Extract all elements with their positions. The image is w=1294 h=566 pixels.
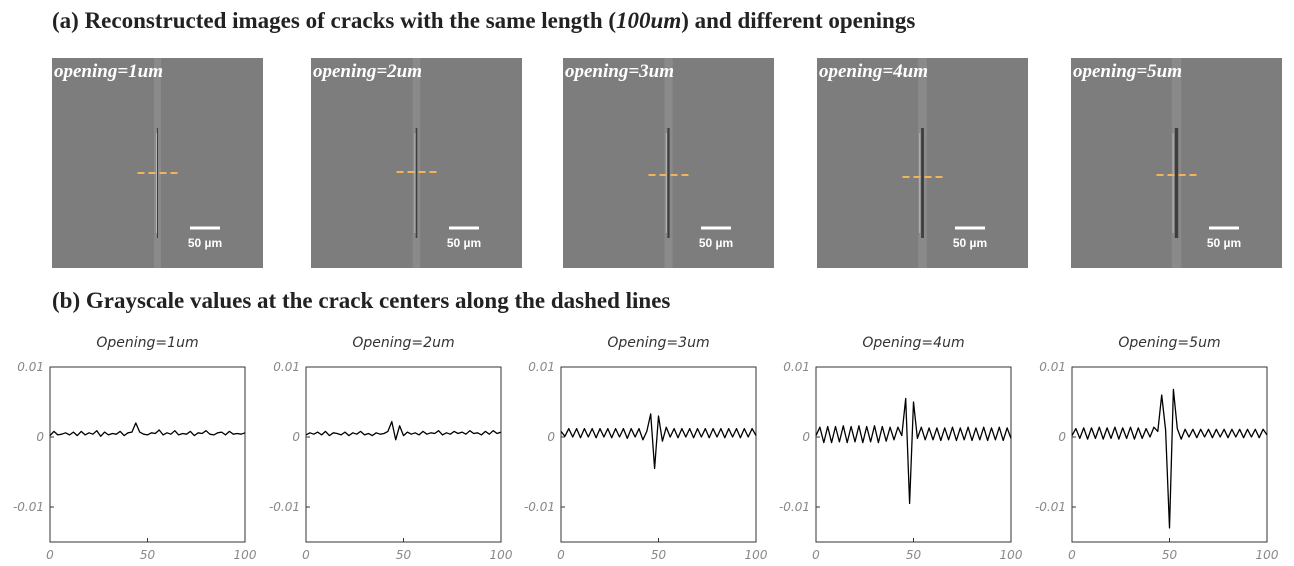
x-tick-label: 100 (745, 548, 768, 562)
x-tick-label: 50 (651, 548, 667, 562)
x-tick-label: 0 (812, 548, 820, 562)
chart-title: Opening=1um (96, 335, 198, 351)
chart-title: Opening=5um (1118, 335, 1220, 351)
plot-area (305, 366, 502, 543)
x-tick-label: 100 (1000, 548, 1023, 562)
scale-bar-label: 50 µm (953, 236, 987, 250)
chart-title: Opening=3um (607, 335, 709, 351)
plot-area (815, 366, 1012, 543)
x-tick-label: 100 (490, 548, 513, 562)
panel-label: opening=1um (54, 61, 163, 82)
plot-area (49, 366, 246, 543)
heading-b: (b) Grayscale values at the crack center… (52, 288, 670, 313)
y-tick-label: -0.01 (269, 500, 300, 514)
y-tick-label: 0.01 (273, 360, 300, 374)
data-line (305, 420, 502, 441)
y-tick-label: 0 (802, 430, 810, 444)
panel-label: opening=5um (1073, 61, 1182, 82)
y-tick-label: 0.01 (528, 360, 555, 374)
x-tick-label: 0 (46, 548, 54, 562)
y-tick-label: 0.01 (783, 360, 810, 374)
chart-title: Opening=4um (862, 335, 964, 351)
x-tick-label: 50 (396, 548, 412, 562)
heading-a: (a) Reconstructed images of cracks with … (52, 8, 915, 33)
scale-bar-label: 50 µm (699, 236, 733, 250)
x-tick-label: 0 (1068, 548, 1076, 562)
y-tick-label: -0.01 (779, 500, 810, 514)
panel-label: opening=4um (819, 61, 928, 82)
panel-label: opening=2um (313, 61, 422, 82)
heading-text: ) and different openings (681, 8, 915, 33)
chart-title: Opening=2um (352, 335, 454, 351)
y-tick-label: -0.01 (13, 500, 44, 514)
x-tick-label: 0 (557, 548, 565, 562)
y-tick-label: 0.01 (1039, 360, 1066, 374)
scale-bar-label: 50 µm (188, 236, 222, 250)
y-tick-label: -0.01 (524, 500, 555, 514)
y-tick-label: 0 (1058, 430, 1066, 444)
y-tick-label: 0 (547, 430, 555, 444)
y-tick-label: 0 (292, 430, 300, 444)
x-tick-label: 50 (1162, 548, 1178, 562)
x-tick-label: 0 (302, 548, 310, 562)
scale-bar-label: 50 µm (447, 236, 481, 250)
x-tick-label: 50 (140, 548, 156, 562)
data-line (815, 397, 1012, 505)
heading-italic: 100um (616, 8, 681, 33)
scale-bar-label: 50 µm (1207, 236, 1241, 250)
x-tick-label: 100 (234, 548, 257, 562)
y-tick-label: 0.01 (17, 360, 44, 374)
x-tick-label: 100 (1256, 548, 1279, 562)
y-tick-label: -0.01 (1035, 500, 1066, 514)
data-line (1071, 388, 1268, 529)
heading-text: (a) Reconstructed images of cracks with … (52, 8, 616, 33)
data-line (49, 422, 246, 437)
x-tick-label: 50 (906, 548, 922, 562)
panel-label: opening=3um (565, 61, 674, 82)
y-tick-label: 0 (36, 430, 44, 444)
plot-area (560, 366, 757, 543)
data-line (560, 413, 757, 470)
